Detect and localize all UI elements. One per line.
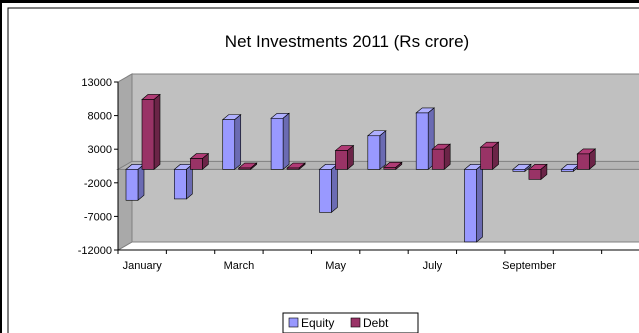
bar-front <box>141 99 155 170</box>
bar-front <box>480 146 493 170</box>
bar-side <box>234 113 242 171</box>
bar-equity <box>221 113 242 171</box>
legend: Equity Debt <box>282 312 419 333</box>
bar-debt <box>431 143 452 171</box>
bar-debt <box>479 141 500 171</box>
bar-front <box>286 167 300 170</box>
bar-side <box>492 141 499 171</box>
bar-equity <box>415 107 436 171</box>
bar-front <box>125 169 139 201</box>
bar-front <box>319 169 332 213</box>
bar-debt <box>528 163 548 181</box>
bar-front <box>222 119 236 170</box>
bar-side <box>331 163 338 214</box>
chart-title: Net Investments 2011 (Rs crore) <box>225 32 469 51</box>
bar-front <box>174 169 187 200</box>
x-tick-label: January <box>123 260 163 272</box>
bar-front <box>512 169 526 172</box>
bar-debt <box>334 144 355 171</box>
y-tick-label: 13000 <box>81 77 112 89</box>
bar-front <box>238 167 252 170</box>
bar-equity <box>366 130 387 171</box>
bar-front <box>367 135 381 170</box>
y-axis: 13000 8000 3000 -2000 -7000 -12000 <box>78 77 119 257</box>
x-tick-label: July <box>423 260 443 272</box>
legend-box <box>282 312 419 333</box>
y-tick-label: -12000 <box>78 245 112 257</box>
bar-front <box>464 169 477 243</box>
bar-front <box>528 169 542 180</box>
bar-equity <box>512 163 532 173</box>
bar-debt <box>382 161 403 171</box>
bar-side <box>282 112 290 171</box>
bar-debt <box>237 162 258 171</box>
y-tick-label: -2000 <box>84 178 112 190</box>
y-tick-label: -7000 <box>84 211 112 223</box>
x-tick-label: September <box>502 260 556 272</box>
bar-equity <box>463 163 484 243</box>
legend-label-debt: Debt <box>363 316 389 330</box>
y-tick-label: 3000 <box>88 144 112 156</box>
bar-debt <box>576 148 597 171</box>
bar-front <box>270 117 284 170</box>
bar-debt <box>189 152 210 171</box>
bar-side <box>137 163 145 201</box>
bar-front <box>415 112 429 170</box>
bar-front <box>560 169 574 172</box>
bar-side <box>379 130 387 171</box>
bar-front <box>190 158 203 170</box>
legend-swatch-equity <box>288 317 299 328</box>
bar-equity <box>318 163 339 214</box>
x-axis: January March May July September <box>117 249 639 272</box>
legend-label-equity: Equity <box>301 316 334 330</box>
bar-debt <box>141 93 161 171</box>
x-tick-label: March <box>224 260 255 272</box>
bar-side <box>153 93 161 171</box>
bar-front <box>335 150 348 170</box>
bar-front <box>383 167 397 170</box>
bars <box>125 93 597 243</box>
legend-swatch-debt <box>350 317 361 328</box>
y-tick-label: 8000 <box>88 111 112 123</box>
bar-side <box>476 163 483 243</box>
bar-equity <box>270 112 290 171</box>
bar-front <box>576 153 590 170</box>
bar-equity <box>125 163 145 201</box>
bar-equity <box>173 163 194 200</box>
x-tick-label: May <box>325 260 346 272</box>
bar-front <box>431 148 445 170</box>
bar-debt <box>286 162 306 171</box>
